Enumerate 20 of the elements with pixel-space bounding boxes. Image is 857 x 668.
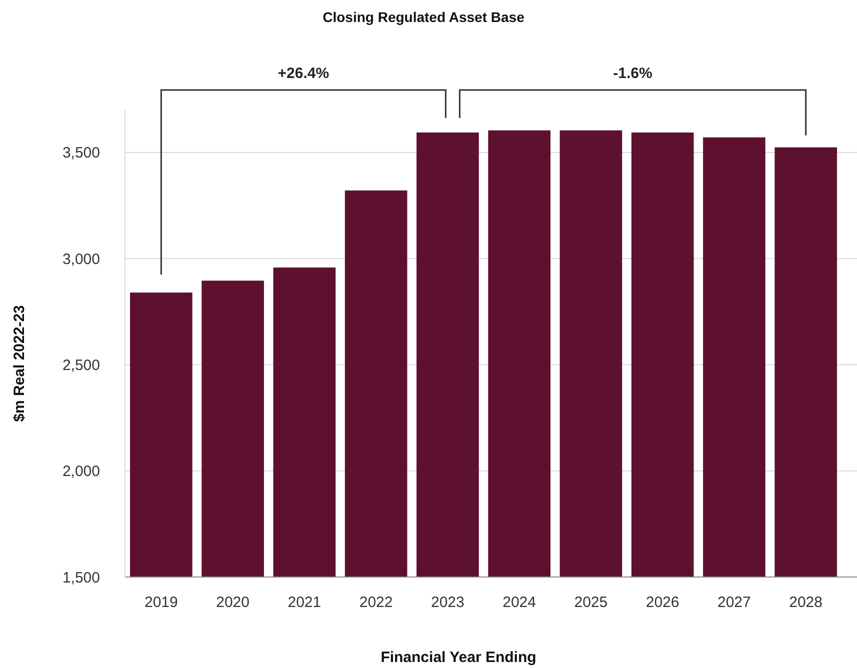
y-tick-label: 1,500 <box>62 569 100 586</box>
x-tick-label: 2027 <box>718 594 751 611</box>
x-tick-label: 2021 <box>288 594 322 611</box>
x-tick-label: 2025 <box>574 594 608 611</box>
x-tick-label: 2024 <box>502 594 536 611</box>
x-tick-label: 2019 <box>144 594 178 611</box>
x-axis-title: Financial Year Ending <box>380 649 536 666</box>
x-tick-label: 2023 <box>431 594 464 611</box>
x-tick-label: 2026 <box>646 594 680 611</box>
text: -1.6% <box>613 65 652 82</box>
y-tick-label: 3,000 <box>62 250 100 268</box>
x-tick-label: 2020 <box>216 594 250 611</box>
x-tick-label: 2022 <box>359 594 393 611</box>
y-tick-label: 2,500 <box>62 356 100 374</box>
y-tick-label: 3,500 <box>62 144 100 162</box>
y-axis-title: $m Real 2022-23 <box>11 305 28 422</box>
x-tick-label: 2028 <box>789 594 823 611</box>
text: +26.4% <box>278 65 330 82</box>
chart-title: Closing Regulated Asset Base <box>322 9 525 25</box>
y-tick-label: 2,000 <box>62 463 100 480</box>
